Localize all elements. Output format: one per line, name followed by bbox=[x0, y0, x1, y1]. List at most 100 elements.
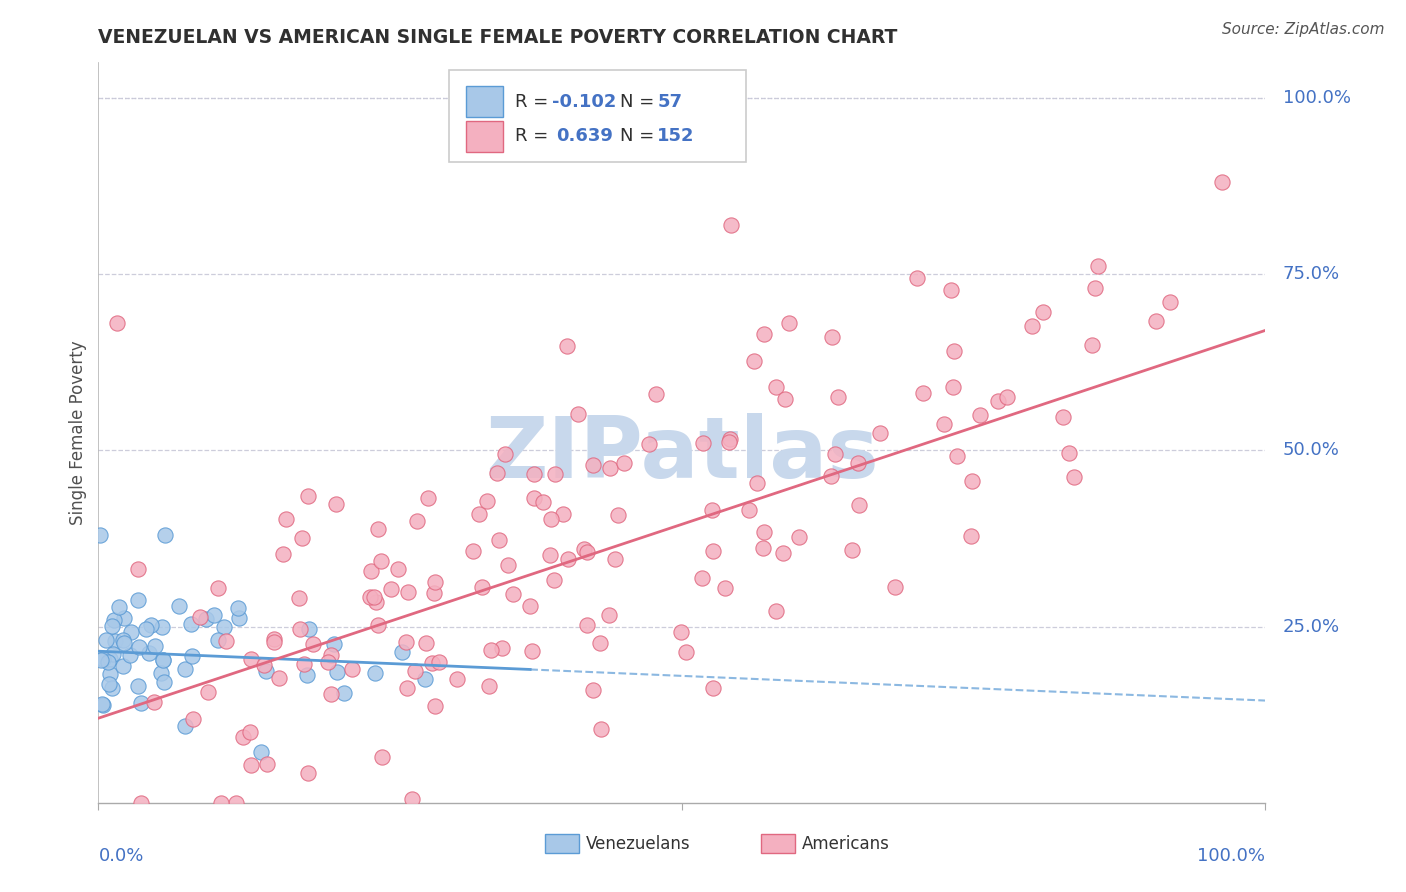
Point bbox=[841, 543, 863, 558]
Text: Venezuelans: Venezuelans bbox=[586, 835, 690, 853]
Point bbox=[638, 437, 661, 451]
Point bbox=[605, 552, 627, 566]
Point bbox=[969, 409, 991, 423]
Y-axis label: Single Female Poverty: Single Female Poverty bbox=[69, 341, 87, 524]
Point bbox=[599, 461, 621, 475]
Point bbox=[416, 491, 439, 505]
Point bbox=[197, 685, 219, 699]
Point bbox=[422, 585, 444, 599]
Point bbox=[253, 658, 276, 673]
FancyBboxPatch shape bbox=[465, 121, 503, 152]
Point bbox=[883, 580, 905, 594]
Text: 75.0%: 75.0% bbox=[1282, 265, 1340, 283]
Point bbox=[228, 611, 250, 625]
Point bbox=[468, 508, 491, 522]
Point bbox=[96, 656, 118, 670]
Point bbox=[101, 648, 124, 662]
Point bbox=[111, 659, 134, 673]
Point bbox=[100, 618, 122, 632]
Point bbox=[406, 514, 429, 528]
Point bbox=[1087, 259, 1109, 273]
Point bbox=[423, 574, 446, 589]
Point bbox=[240, 757, 263, 772]
Point bbox=[359, 590, 381, 604]
Point bbox=[207, 581, 229, 595]
Point bbox=[112, 611, 135, 625]
Point bbox=[112, 636, 135, 650]
Point bbox=[912, 386, 935, 401]
Text: R =: R = bbox=[515, 128, 560, 145]
Point bbox=[367, 522, 389, 536]
Point bbox=[120, 625, 142, 640]
Point bbox=[939, 283, 962, 297]
Point bbox=[128, 640, 150, 654]
Point bbox=[97, 677, 120, 691]
Point bbox=[738, 503, 761, 517]
Point bbox=[543, 573, 565, 587]
Text: ZIPatlas: ZIPatlas bbox=[485, 413, 879, 496]
Text: VENEZUELAN VS AMERICAN SINGLE FEMALE POVERTY CORRELATION CHART: VENEZUELAN VS AMERICAN SINGLE FEMALE POV… bbox=[98, 28, 898, 47]
Point bbox=[960, 529, 983, 543]
Point bbox=[848, 499, 870, 513]
Point bbox=[152, 653, 174, 667]
Point bbox=[471, 581, 494, 595]
Point bbox=[491, 641, 513, 656]
Point bbox=[152, 653, 174, 667]
Point bbox=[150, 665, 173, 680]
Text: R =: R = bbox=[515, 93, 554, 111]
Point bbox=[131, 796, 153, 810]
Text: -0.102: -0.102 bbox=[553, 93, 617, 111]
Point bbox=[360, 564, 382, 578]
Point bbox=[960, 474, 983, 488]
Point bbox=[167, 599, 190, 614]
Point bbox=[1159, 295, 1181, 310]
Point bbox=[174, 719, 197, 733]
Point bbox=[370, 554, 392, 568]
Point bbox=[523, 467, 546, 481]
Point bbox=[319, 648, 342, 662]
Point bbox=[391, 645, 413, 659]
Point bbox=[869, 425, 891, 440]
Point bbox=[404, 664, 426, 678]
Point bbox=[173, 662, 195, 676]
Point bbox=[446, 672, 468, 686]
Point bbox=[582, 682, 605, 697]
Point bbox=[367, 618, 389, 632]
Point bbox=[263, 634, 285, 648]
Point bbox=[742, 353, 765, 368]
Point bbox=[90, 653, 112, 667]
Point bbox=[325, 497, 347, 511]
Point bbox=[396, 585, 419, 599]
Point bbox=[1080, 338, 1102, 352]
Point bbox=[675, 645, 697, 659]
Point bbox=[232, 731, 254, 745]
Point bbox=[135, 623, 157, 637]
Text: 57: 57 bbox=[658, 93, 682, 111]
Point bbox=[745, 476, 768, 491]
Point bbox=[401, 792, 423, 806]
Point bbox=[787, 530, 810, 544]
Point bbox=[153, 674, 176, 689]
Point bbox=[188, 609, 211, 624]
Point bbox=[127, 679, 149, 693]
Point bbox=[301, 637, 323, 651]
Point bbox=[846, 456, 869, 470]
Point bbox=[576, 545, 599, 559]
Point bbox=[101, 681, 124, 696]
Text: Source: ZipAtlas.com: Source: ZipAtlas.com bbox=[1222, 22, 1385, 37]
Point bbox=[478, 680, 501, 694]
Point bbox=[475, 494, 498, 508]
Point bbox=[127, 562, 149, 576]
Point bbox=[946, 449, 969, 463]
Point bbox=[567, 407, 589, 421]
Point bbox=[180, 648, 202, 663]
Point bbox=[702, 681, 724, 695]
Point bbox=[380, 582, 402, 596]
Point bbox=[256, 665, 278, 679]
Point bbox=[323, 636, 346, 650]
Point bbox=[765, 604, 787, 618]
Point bbox=[129, 696, 152, 710]
Point bbox=[143, 639, 166, 653]
Point bbox=[479, 643, 502, 657]
Point bbox=[256, 756, 278, 771]
